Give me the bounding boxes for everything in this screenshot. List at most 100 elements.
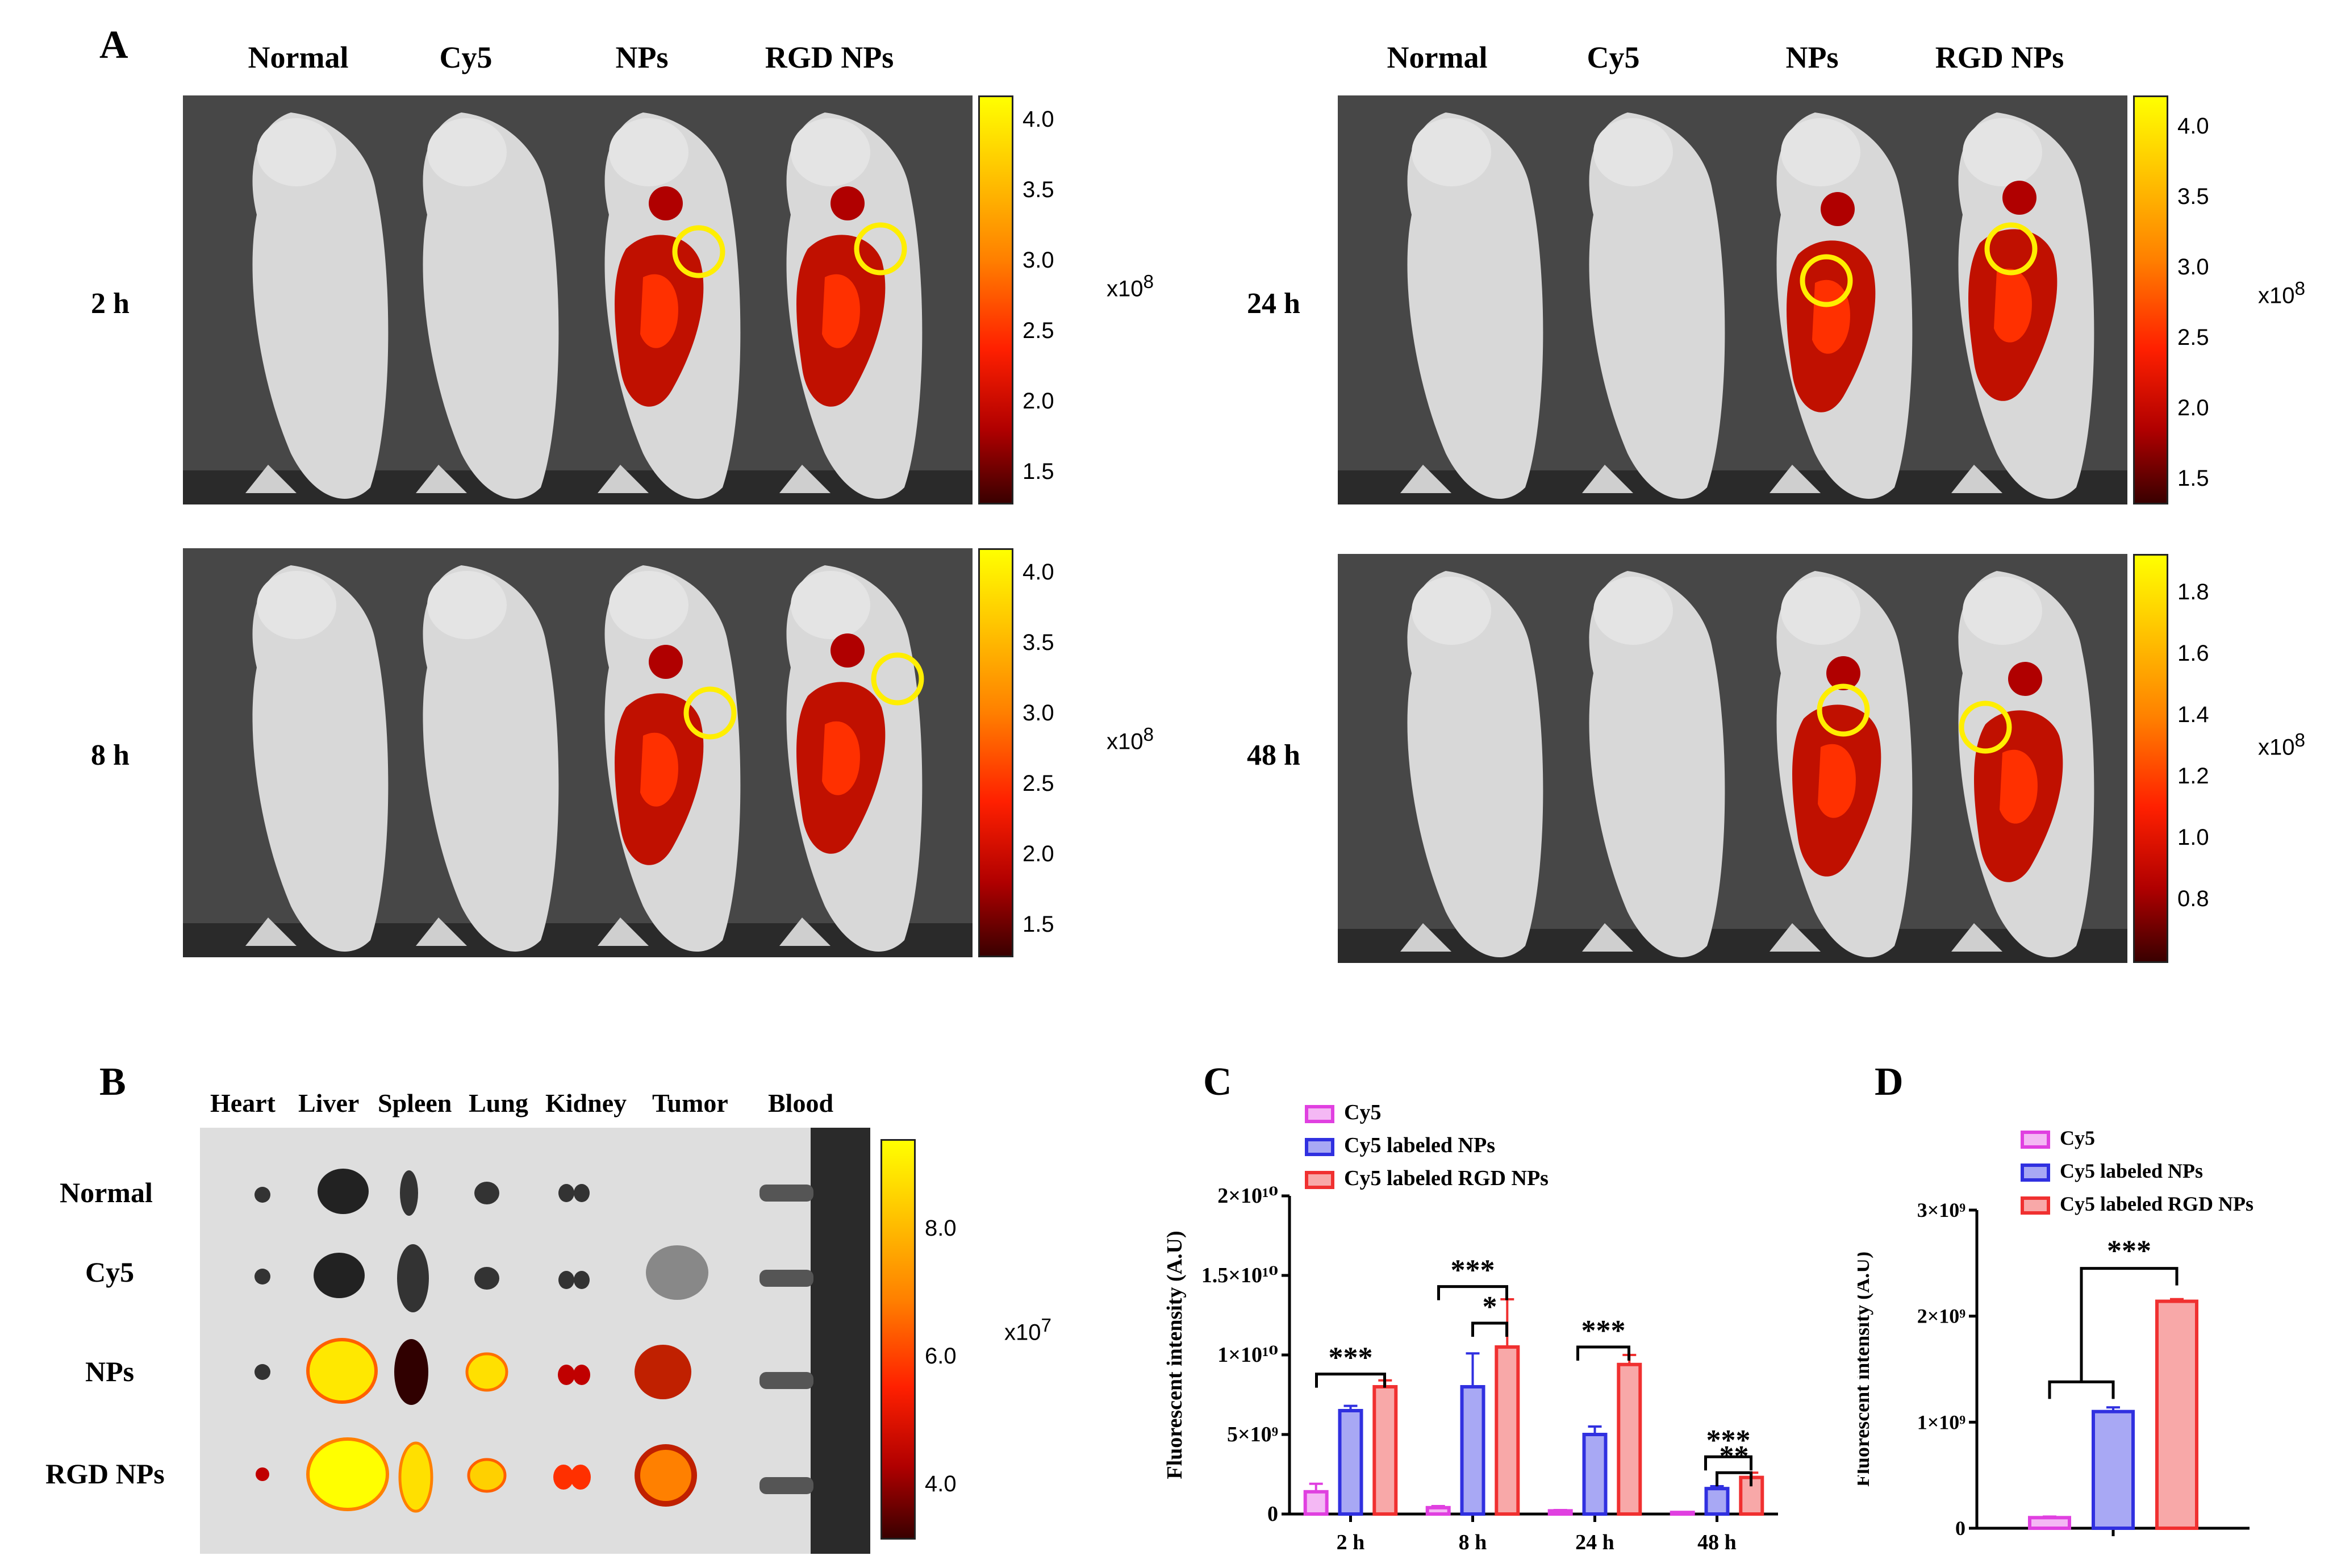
- bar-cy5: [1305, 1492, 1327, 1514]
- legend-label: Cy5 labeled RGD NPs: [1344, 1166, 1549, 1190]
- x-tick-label: 24 h: [1575, 1531, 1614, 1554]
- y-tick-label: 0: [1267, 1502, 1278, 1526]
- tick-24h-5: 1.5: [2177, 466, 2209, 491]
- mouse-image-2h: [183, 95, 973, 504]
- col-header-cy5-right: Cy5: [1517, 40, 1710, 75]
- col-header-normal-left: Normal: [202, 40, 395, 75]
- col-header-nps-right: NPs: [1716, 40, 1909, 75]
- significance-marker: ***: [1451, 1254, 1495, 1287]
- bar-cy5-labeled-nps: [1706, 1488, 1728, 1514]
- timepoint-label-2h: 2 h: [91, 287, 130, 320]
- tick-48h-2: 1.4: [2177, 702, 2209, 728]
- tick-2h-1: 3.5: [1023, 177, 1054, 203]
- significance-marker: ***: [2107, 1235, 2151, 1267]
- tick-8h-4: 2.0: [1023, 841, 1054, 867]
- bar-cy5-labeled-rgd-nps: [1374, 1387, 1396, 1514]
- organ-header-tumor: Tumor: [652, 1088, 728, 1118]
- organ-header-kidney: Kidney: [545, 1088, 627, 1118]
- tick-8h-2: 3.0: [1023, 700, 1054, 726]
- tick-2h-3: 2.5: [1023, 318, 1054, 344]
- bar-cy5: [2030, 1517, 2069, 1528]
- tick-48h-0: 1.8: [2177, 579, 2209, 605]
- exponent-48h: x108: [2258, 730, 2305, 760]
- bar-cy5-labeled-rgd-nps: [1618, 1365, 1640, 1514]
- bar-cy5-labeled-nps: [1584, 1434, 1606, 1514]
- tick-8h-5: 1.5: [1023, 912, 1054, 937]
- significance-bracket: [1473, 1323, 1507, 1337]
- tick-48h-1: 1.6: [2177, 641, 2209, 666]
- colorbar-24h: [2133, 95, 2168, 504]
- colorbar-organs: [880, 1139, 916, 1540]
- mouse-image-48h: [1338, 554, 2127, 963]
- legend-label: Cy5: [2060, 1127, 2095, 1149]
- y-tick-label: 3×10⁹: [1917, 1199, 1966, 1221]
- organ-row-rgd: RGD NPs: [45, 1457, 165, 1490]
- col-header-nps-left: NPs: [545, 40, 738, 75]
- x-tick-label: 48 h: [1697, 1531, 1737, 1554]
- col-header-cy5-left: Cy5: [369, 40, 562, 75]
- significance-bracket: [1578, 1347, 1629, 1361]
- timepoint-label-48h: 48 h: [1247, 739, 1300, 772]
- legend-swatch: [1307, 1140, 1333, 1154]
- tick-48h-4: 1.0: [2177, 825, 2209, 850]
- legend-swatch: [2022, 1198, 2048, 1213]
- mouse-image-24h: [1338, 95, 2127, 504]
- legend-swatch: [2022, 1132, 2048, 1147]
- legend-label: Cy5 labeled RGD NPs: [2060, 1192, 2253, 1215]
- bar-cy5-labeled-rgd-nps: [1496, 1347, 1518, 1514]
- tick-24h-2: 3.0: [2177, 255, 2209, 280]
- organ-header-lung: Lung: [469, 1088, 528, 1118]
- x-tick-label: 2 h: [1337, 1531, 1365, 1554]
- panel-a-label: A: [99, 23, 128, 68]
- y-tick-label: 1×10¹⁰: [1217, 1343, 1278, 1367]
- significance-bracket: [2050, 1382, 2113, 1399]
- organ-header-heart: Heart: [210, 1088, 276, 1118]
- colorbar-8h: [978, 548, 1013, 957]
- chart-d: 01×10⁹2×10⁹3×10⁹Fluorescent intensity (A…: [1858, 1079, 2323, 1562]
- tick-8h-0: 4.0: [1023, 560, 1054, 585]
- bar-cy5: [1428, 1508, 1449, 1514]
- tick-24h-0: 4.0: [2177, 114, 2209, 139]
- y-axis-label: Fluorescent intensity (A.U): [1163, 1231, 1187, 1479]
- bar-cy5-labeled-nps: [1340, 1411, 1362, 1514]
- tick-48h-3: 1.2: [2177, 764, 2209, 789]
- x-tick-label: 8 h: [1459, 1531, 1487, 1554]
- legend-swatch: [1307, 1107, 1333, 1121]
- col-header-rgd-left: RGD NPs: [733, 40, 926, 75]
- significance-marker: ***: [1581, 1315, 1626, 1347]
- legend-swatch: [2022, 1165, 2048, 1180]
- exponent-24h: x108: [2258, 278, 2305, 308]
- tick-2h-5: 1.5: [1023, 459, 1054, 485]
- mouse-image-8h: [183, 548, 973, 957]
- y-tick-label: 2×10⁹: [1917, 1305, 1966, 1328]
- significance-marker: *: [1483, 1291, 1497, 1323]
- tick-48h-5: 0.8: [2177, 886, 2209, 912]
- tick-24h-1: 3.5: [2177, 184, 2209, 210]
- tick-organs-0: 8.0: [925, 1216, 957, 1241]
- colorbar-48h: [2133, 554, 2168, 963]
- bar-cy5-labeled-nps: [1462, 1387, 1484, 1514]
- bar-cy5: [1550, 1511, 1571, 1514]
- tick-organs-2: 4.0: [925, 1471, 957, 1497]
- tick-8h-1: 3.5: [1023, 630, 1054, 656]
- tick-24h-3: 2.5: [2177, 325, 2209, 351]
- organ-header-spleen: Spleen: [378, 1088, 452, 1118]
- timepoint-label-8h: 8 h: [91, 739, 130, 772]
- y-tick-label: 1.5×10¹⁰: [1201, 1263, 1278, 1287]
- legend-label: Cy5 labeled NPs: [2060, 1160, 2203, 1182]
- chart-c: 0 5×10⁹ 1×10¹⁰ 1.5×10¹⁰ 2×10¹⁰ Fluorescent in…: [1136, 1079, 1806, 1562]
- y-axis-label: Fluorescent intensity (A.U): [1858, 1252, 1873, 1487]
- significance-marker: **: [1720, 1440, 1749, 1473]
- organ-image: [200, 1128, 870, 1554]
- timepoint-label-24h: 24 h: [1247, 287, 1300, 320]
- bar-cy5-labeled-rgd-nps: [2157, 1302, 2197, 1528]
- col-header-rgd-right: RGD NPs: [1903, 40, 2096, 75]
- legend-label: Cy5 labeled NPs: [1344, 1133, 1495, 1157]
- tick-8h-3: 2.5: [1023, 771, 1054, 796]
- tick-2h-4: 2.0: [1023, 389, 1054, 414]
- panel-b-label: B: [99, 1060, 126, 1105]
- tick-2h-0: 4.0: [1023, 107, 1054, 132]
- y-tick-label: 0: [1955, 1517, 1965, 1540]
- exponent-8h: x108: [1107, 724, 1154, 754]
- exponent-organs: x107: [1004, 1315, 1051, 1345]
